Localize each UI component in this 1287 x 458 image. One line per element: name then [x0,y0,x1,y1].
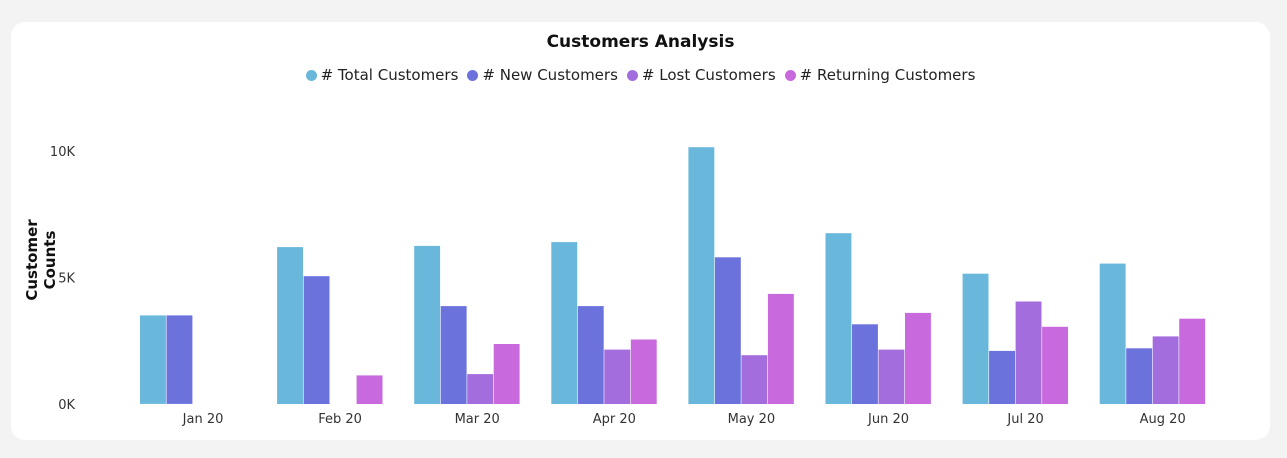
bar[interactable] [852,324,878,404]
legend-label: # New Customers [482,66,618,84]
legend-label: # Lost Customers [641,66,776,84]
bar[interactable] [962,273,989,404]
bar[interactable] [140,315,166,404]
x-tick-label: Jan 20 [182,412,224,427]
bar[interactable] [1015,301,1042,405]
bar[interactable] [1152,336,1179,404]
bar[interactable] [905,312,931,404]
legend-item-lost-customers[interactable]: # Lost Customers [626,66,776,84]
bar[interactable] [1126,348,1153,404]
bar[interactable] [414,245,441,404]
bar[interactable] [440,306,467,404]
bar[interactable] [989,350,1015,404]
bar[interactable] [604,349,631,404]
bar[interactable] [1042,326,1068,404]
bar[interactable] [825,233,852,404]
bar[interactable] [551,242,578,404]
legend-item-total-customers[interactable]: # Total Customers [305,66,459,84]
bar[interactable] [714,257,741,404]
legend-dot-icon [626,69,638,81]
bar[interactable] [467,374,494,404]
x-tick-label: May 20 [728,412,776,427]
bar[interactable] [166,315,193,404]
legend-dot-icon [305,69,317,81]
bar[interactable] [878,349,905,404]
bar[interactable] [688,147,715,404]
x-tick-label: Feb 20 [318,412,362,427]
bar[interactable] [277,247,303,404]
y-tick-label: 0K [58,398,75,413]
y-tick-label: 5K [58,272,75,287]
bar[interactable] [356,375,383,404]
legend-dot-icon [467,69,479,81]
chart-title: Customers Analysis [546,32,735,52]
legend-item-returning-customers[interactable]: # Returning Customers [784,66,976,84]
bar[interactable] [303,276,330,404]
bar[interactable] [630,339,657,405]
legend-label: # Returning Customers [799,66,976,84]
x-tick-label: Aug 20 [1140,412,1186,427]
bar[interactable] [493,344,520,404]
x-tick-label: Jul 20 [1006,412,1043,427]
chart-legend: # Total Customers # New Customers # Lost… [11,66,1270,84]
bar-chart-plot: 0K 5K 10K Jan 20 Feb 20 Mar 20 Apr 20 May 20 Jun… [50,145,1206,427]
bar[interactable] [1099,263,1126,404]
y-tick-label: 10K [50,145,76,160]
x-tick-label: Apr 20 [593,412,636,427]
chart-card: Customers Analysis # Total Customers # N… [11,22,1270,440]
legend-item-new-customers[interactable]: # New Customers [467,66,618,84]
x-tick-label: Mar 20 [455,412,500,427]
bar[interactable] [741,355,768,404]
legend-dot-icon [784,69,796,81]
bar[interactable] [577,306,604,404]
bar[interactable] [767,293,794,404]
x-tick-label: Jun 20 [867,412,909,427]
legend-label: # Total Customers [320,66,459,84]
bar[interactable] [1179,318,1206,404]
